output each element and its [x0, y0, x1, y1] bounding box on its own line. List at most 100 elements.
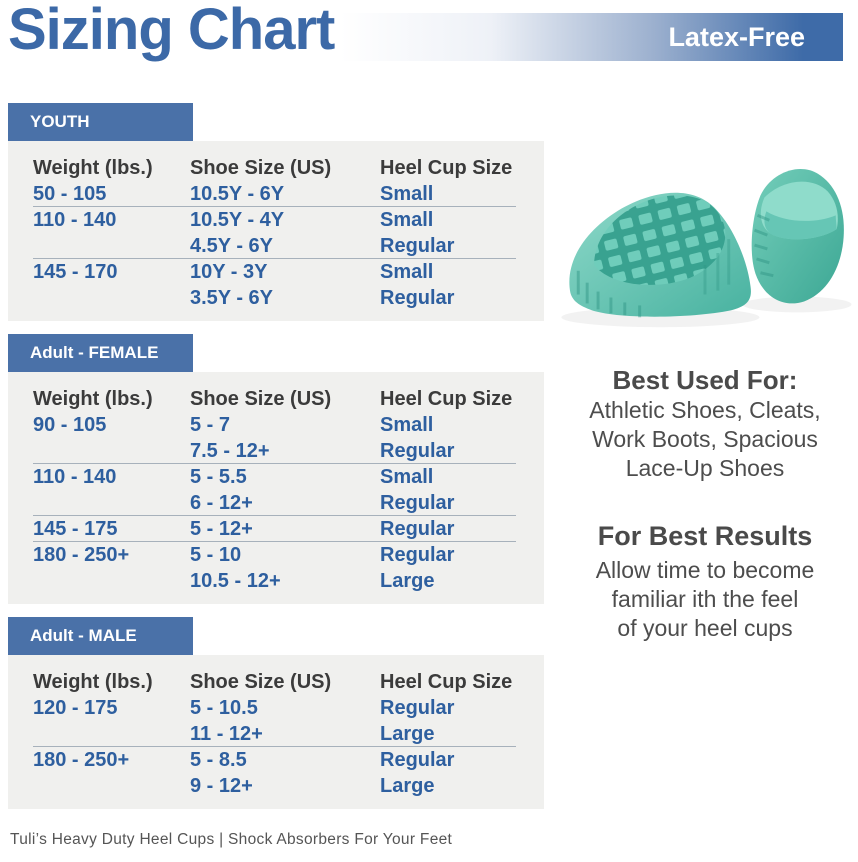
cell-heel-cup: Small — [380, 466, 434, 488]
col-header-weight: Weight (lbs.) — [33, 157, 153, 179]
cell-weight: 110 - 140 — [33, 466, 117, 488]
info-panel: Best Used For: Athletic Shoes, Cleats, W… — [556, 146, 854, 643]
cell-weight — [33, 233, 190, 258]
cell-heel-cup: Regular — [380, 235, 455, 257]
cell-shoe-size: 5 - 5.5 — [190, 466, 247, 488]
best-results-line: familiar ith the feel — [611, 586, 799, 612]
table-row: 120 - 175 5 - 10.5 Regular — [33, 695, 544, 721]
table-row: 145 - 175 5 - 12+ Regular — [33, 516, 516, 542]
table-row: 10.5 - 12+ Large — [33, 568, 544, 594]
best-results-heading: For Best Results — [597, 521, 813, 551]
cell-heel-cup: Regular — [380, 749, 455, 771]
cell-shoe-size: 5 - 7 — [190, 414, 231, 436]
cell-heel-cup: Small — [380, 261, 434, 283]
cell-shoe-size: 11 - 12+ — [190, 723, 263, 745]
table-row: 6 - 12+ Regular — [33, 490, 516, 516]
table-row: 110 - 140 10.5Y - 4Y Small — [33, 207, 544, 233]
cell-weight: 90 - 105 — [33, 414, 107, 436]
cell-heel-cup: Regular — [380, 440, 455, 462]
cell-shoe-size: 10.5 - 12+ — [190, 570, 281, 592]
table-row: 110 - 140 5 - 5.5 Small — [33, 464, 544, 490]
cell-weight: 120 - 175 — [33, 697, 118, 719]
cell-shoe-size: 4.5Y - 6Y — [190, 235, 274, 257]
cell-heel-cup: Regular — [380, 492, 455, 514]
adult-male-table: Weight (lbs.) Shoe Size (US) Heel Cup Si… — [8, 655, 544, 809]
best-used-line: Work Boots, Spacious — [592, 426, 818, 452]
cell-shoe-size: 3.5Y - 6Y — [190, 287, 274, 309]
col-header-shoe-size: Shoe Size (US) — [190, 671, 332, 693]
footer-tagline: Tuli’s Heavy Duty Heel Cups | Shock Abso… — [10, 831, 453, 848]
best-used-heading: Best Used For: — [612, 365, 798, 395]
cell-weight — [33, 285, 190, 311]
table-row: 90 - 105 5 - 7 Small — [33, 412, 544, 438]
cell-weight: 145 - 170 — [33, 261, 118, 283]
cell-weight: 50 - 105 — [33, 183, 107, 205]
cell-shoe-size: 7.5 - 12+ — [190, 440, 270, 462]
cell-heel-cup: Regular — [380, 544, 455, 566]
cell-weight: 145 - 175 — [33, 518, 118, 540]
table-row: 180 - 250+ 5 - 10 Regular — [33, 542, 544, 568]
best-used-line: Athletic Shoes, Cleats, — [589, 397, 821, 423]
table-row: 50 - 105 10.5Y - 6Y Small — [33, 181, 516, 207]
table-row: 180 - 250+ 5 - 8.5 Regular — [33, 747, 544, 773]
col-header-shoe-size: Shoe Size (US) — [190, 157, 332, 179]
table-row: 145 - 170 10Y - 3Y Small — [33, 259, 544, 285]
cell-shoe-size: 10.5Y - 4Y — [190, 209, 285, 231]
col-header-heel-cup: Heel Cup Size — [380, 671, 513, 693]
cell-shoe-size: 6 - 12+ — [190, 492, 253, 514]
sizing-tables: YOUTH Weight (lbs.) Shoe Size (US) Heel … — [8, 103, 544, 809]
table-row: 7.5 - 12+ Regular — [33, 438, 516, 464]
latex-free-badge: Latex-Free — [668, 21, 805, 52]
cell-weight — [33, 438, 190, 463]
cell-heel-cup: Small — [380, 414, 434, 436]
best-results-line: of your heel cups — [617, 615, 793, 641]
youth-table: Weight (lbs.) Shoe Size (US) Heel Cup Si… — [8, 141, 544, 321]
table-header-row: Weight (lbs.) Shoe Size (US) Heel Cup Si… — [33, 155, 544, 181]
cell-shoe-size: 5 - 10.5 — [190, 697, 258, 719]
cell-shoe-size: 5 - 12+ — [190, 518, 253, 540]
cell-heel-cup: Small — [380, 183, 434, 205]
cell-heel-cup: Regular — [380, 287, 455, 309]
cell-weight: 180 - 250+ — [33, 749, 130, 771]
tab-adult-male: Adult - MALE — [8, 617, 193, 655]
cell-weight — [33, 568, 190, 594]
cell-weight — [33, 490, 190, 515]
cell-heel-cup: Large — [380, 570, 435, 592]
cell-weight: 180 - 250+ — [33, 544, 130, 566]
table-row: 4.5Y - 6Y Regular — [33, 233, 516, 259]
col-header-heel-cup: Heel Cup Size — [380, 157, 513, 179]
cell-heel-cup: Large — [380, 723, 435, 745]
cell-weight — [33, 773, 190, 799]
col-header-shoe-size: Shoe Size (US) — [190, 388, 332, 410]
col-header-weight: Weight (lbs.) — [33, 671, 153, 693]
cell-heel-cup: Large — [380, 775, 435, 797]
cell-weight: 110 - 140 — [33, 209, 117, 231]
cell-heel-cup: Small — [380, 209, 434, 231]
best-used-line: Lace-Up Shoes — [625, 455, 785, 481]
heel-cups-product-image — [561, 169, 852, 328]
table-youth: YOUTH Weight (lbs.) Shoe Size (US) Heel … — [8, 103, 544, 321]
table-row: 3.5Y - 6Y Regular — [33, 285, 544, 311]
cell-shoe-size: 10.5Y - 6Y — [190, 183, 285, 205]
cell-shoe-size: 5 - 10 — [190, 544, 242, 566]
table-row: 11 - 12+ Large — [33, 721, 516, 747]
tab-adult-female: Adult - FEMALE — [8, 334, 193, 372]
page-title: Sizing Chart — [8, 0, 335, 62]
cell-shoe-size: 9 - 12+ — [190, 775, 253, 797]
best-results-line: Allow time to become — [595, 557, 815, 583]
latex-free-banner: Latex-Free — [340, 13, 843, 61]
adult-female-table: Weight (lbs.) Shoe Size (US) Heel Cup Si… — [8, 372, 544, 604]
cell-heel-cup: Regular — [380, 697, 455, 719]
col-header-weight: Weight (lbs.) — [33, 388, 153, 410]
table-header-row: Weight (lbs.) Shoe Size (US) Heel Cup Si… — [33, 669, 544, 695]
cell-weight — [33, 721, 190, 746]
col-header-heel-cup: Heel Cup Size — [380, 388, 513, 410]
cell-shoe-size: 5 - 8.5 — [190, 749, 247, 771]
table-adult-female: Adult - FEMALE Weight (lbs.) Shoe Size (… — [8, 334, 544, 604]
cell-heel-cup: Regular — [380, 518, 455, 540]
table-adult-male: Adult - MALE Weight (lbs.) Shoe Size (US… — [8, 617, 544, 809]
table-header-row: Weight (lbs.) Shoe Size (US) Heel Cup Si… — [33, 386, 544, 412]
tab-youth: YOUTH — [8, 103, 193, 141]
table-row: 9 - 12+ Large — [33, 773, 544, 799]
